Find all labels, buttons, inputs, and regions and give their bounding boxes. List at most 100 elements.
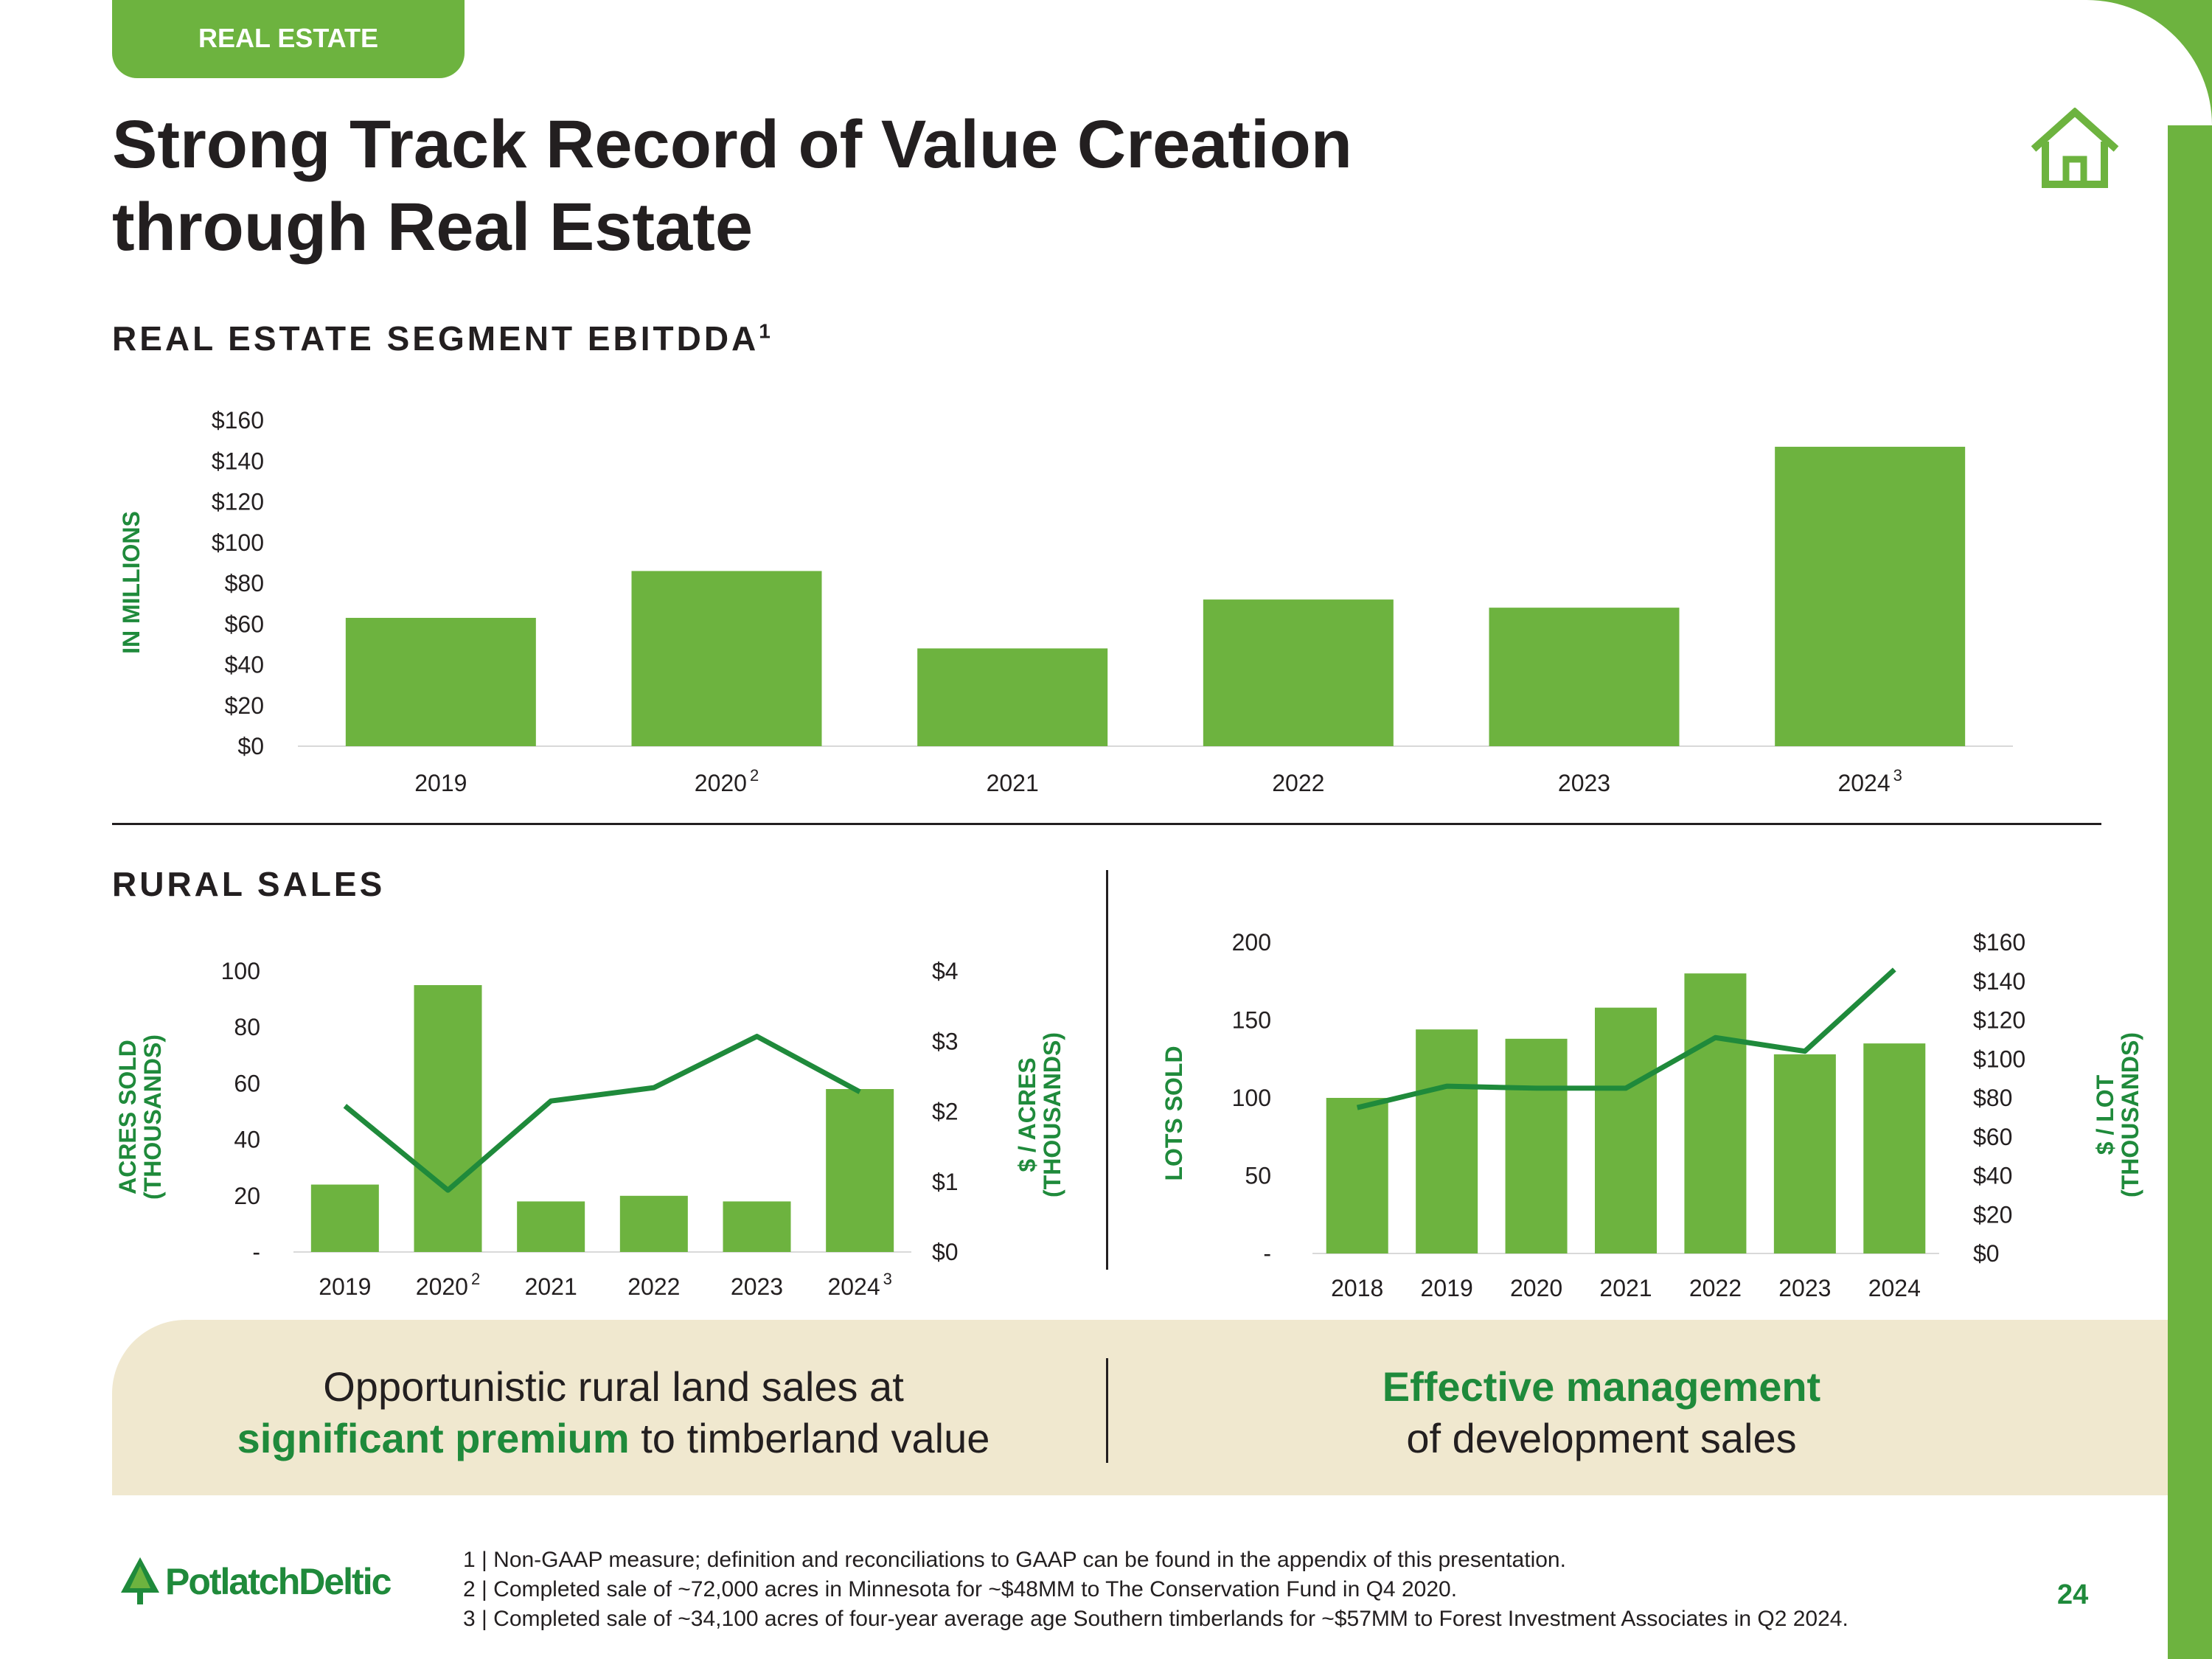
lots-right-tick-label: $120 (1973, 1007, 2025, 1034)
ebitdda-ytick-label: $40 (225, 652, 264, 678)
rural-left-tick-label: 80 (234, 1014, 260, 1040)
ebitdda-category-label: 2021 (987, 770, 1039, 796)
lots-category-label: 2018 (1331, 1275, 1383, 1301)
lots-sold-bar (1773, 1054, 1836, 1253)
rural-price-line (343, 1034, 861, 1193)
ebitdda-ytick-label: $140 (212, 448, 264, 474)
section-divider (112, 823, 2101, 825)
lots-sold-chart: - 50 100 150 200 $0 $20 $40 $60 $80 $100 $120 $140 $1… (1161, 929, 2143, 1301)
home-icon (2031, 108, 2119, 188)
rural-category-label: 2020 2 (416, 1270, 480, 1300)
rural-right-tick-label: $2 (932, 1099, 959, 1125)
title-line-1: Strong Track Record of Value Creation (112, 107, 1352, 182)
ebitdda-bar (1775, 446, 1966, 746)
side-accent-band (2168, 0, 2212, 1659)
ebitdda-ytick-label: $80 (225, 570, 264, 597)
chart-divider (1106, 870, 1108, 1270)
ebitdda-bar (345, 617, 536, 746)
lots-sold-bar (1505, 1038, 1568, 1253)
lots-right-tick-label: $0 (1973, 1240, 2000, 1267)
page-number: 24 (2057, 1579, 2089, 1610)
rural-right-tick-label: $4 (932, 958, 959, 984)
rural-acres-bar (310, 1184, 379, 1252)
footnote-3: 3 | Completed sale of ~34,100 acres of f… (463, 1607, 1848, 1631)
lots-right-tick-label: $20 (1973, 1201, 2012, 1228)
lots-right-tick-label: $140 (1973, 968, 2025, 995)
ebitdda-bar (631, 571, 822, 746)
lots-right-tick-label: $60 (1973, 1124, 2012, 1150)
rural-left-axis-title: ACRES SOLD(THOUSANDS) (114, 1034, 166, 1200)
company-logo: PotlatchDeltic (118, 1556, 392, 1607)
lots-left-axis-title: LOTS SOLD (1161, 1046, 1187, 1180)
takeaway-divider (1106, 1358, 1108, 1463)
lots-category-label: 2023 (1778, 1275, 1831, 1301)
lots-right-tick-label: $160 (1973, 929, 2025, 956)
ebitdda-ytick-label: $100 (212, 529, 264, 556)
ebitdda-ytick-label: $120 (212, 489, 264, 515)
takeaway-development: Effective management of development sale… (1233, 1361, 1970, 1464)
section-tab-label: REAL ESTATE (198, 23, 379, 53)
lots-right-tick-label: $100 (1973, 1046, 2025, 1072)
lots-category-label: 2020 (1510, 1275, 1562, 1301)
ebitdda-ytick-label: $160 (212, 407, 264, 434)
rural-acres-bar (826, 1089, 894, 1252)
lots-price-line (1356, 967, 1896, 1110)
page-title: Strong Track Record of Value Creation th… (112, 103, 1734, 268)
ebitdda-bar (1489, 608, 1680, 746)
lots-right-tick-label: $80 (1973, 1085, 2012, 1111)
rural-left-tick-label: 60 (234, 1070, 260, 1096)
ebitdda-heading-footnote: 1 (759, 319, 771, 343)
rural-acres-bar (517, 1201, 585, 1252)
rural-category-label: 2023 (731, 1273, 783, 1300)
takeaway-rural-highlight: significant premium (237, 1415, 630, 1461)
rural-right-tick-label: $0 (932, 1239, 959, 1265)
ebitdda-ytick-label: $0 (237, 733, 264, 759)
lots-sold-bar (1326, 1098, 1388, 1253)
rural-category-label: 2021 (525, 1273, 577, 1300)
ebitdda-bar (1203, 599, 1394, 746)
ebitdda-ytick-label: $20 (225, 692, 264, 719)
rural-left-tick-label: 40 (234, 1127, 260, 1153)
ebitdda-category-label: 2022 (1272, 770, 1324, 796)
rural-left-tick-label: 100 (221, 958, 260, 984)
rural-category-label: 2019 (319, 1273, 371, 1300)
corner-accent (2087, 0, 2212, 125)
rural-left-tick-label: 20 (234, 1183, 260, 1209)
ebitdda-y-axis-title: IN MILLIONS (118, 511, 145, 654)
rural-acres-bar (723, 1201, 791, 1252)
lots-right-axis-title: $ / LOT(THOUSANDS) (2092, 1032, 2143, 1197)
rural-sales-chart: - 20 40 60 80 100 $0 $1 $2 $3 $4 2019 2020 2 2021 2022 2… (114, 958, 1065, 1300)
lots-sold-bar (1863, 1043, 1926, 1253)
lots-left-tick-label: 100 (1232, 1085, 1271, 1111)
ebitdda-heading-text: REAL ESTATE SEGMENT EBITDDA (112, 319, 759, 358)
ebitdda-category-label: 2019 (414, 770, 467, 796)
takeaway-development-line2: of development sales (1406, 1415, 1797, 1461)
title-line-2: through Real Estate (112, 189, 754, 265)
lots-category-label: 2021 (1599, 1275, 1652, 1301)
lots-sold-bar (1595, 1007, 1657, 1253)
lots-left-tick-label: 50 (1245, 1163, 1271, 1189)
ebitdda-bar-chart: $0 $20 $40 $60 $80 $100 $120 $140 $160 2019 2020 2 2… (118, 407, 2013, 796)
lots-category-label: 2024 (1868, 1275, 1921, 1301)
takeaway-development-highlight: Effective management (1382, 1363, 1821, 1410)
rural-right-tick-label: $1 (932, 1169, 959, 1195)
ebitdda-bar (917, 648, 1108, 746)
rural-right-axis-title: $ / ACRES(THOUSANDS) (1014, 1032, 1065, 1197)
takeaway-rural-rest: to timberland value (629, 1415, 990, 1461)
takeaway-rural: Opportunistic rural land sales at signif… (171, 1361, 1056, 1464)
section-tab: REAL ESTATE (112, 0, 465, 78)
ebitdda-category-label: 2023 (1558, 770, 1610, 796)
takeaway-band (112, 1320, 2168, 1495)
ebitdda-category-label: 2024 3 (1837, 766, 1902, 796)
rural-acres-bar (414, 985, 482, 1252)
takeaway-rural-line1: Opportunistic rural land sales at (323, 1363, 904, 1410)
rural-right-tick-label: $3 (932, 1028, 959, 1054)
footnotes: 1 | Non-GAAP measure; definition and rec… (463, 1545, 2048, 1634)
rural-acres-bar (619, 1195, 688, 1252)
rural-sales-heading: RURAL SALES (112, 865, 386, 903)
lots-left-tick-label: - (1263, 1240, 1271, 1267)
lots-left-tick-label: 200 (1232, 929, 1271, 956)
lots-sold-bar (1684, 973, 1747, 1253)
footnote-2: 2 | Completed sale of ~72,000 acres in M… (463, 1577, 1458, 1601)
rural-left-tick-label: - (252, 1239, 260, 1265)
